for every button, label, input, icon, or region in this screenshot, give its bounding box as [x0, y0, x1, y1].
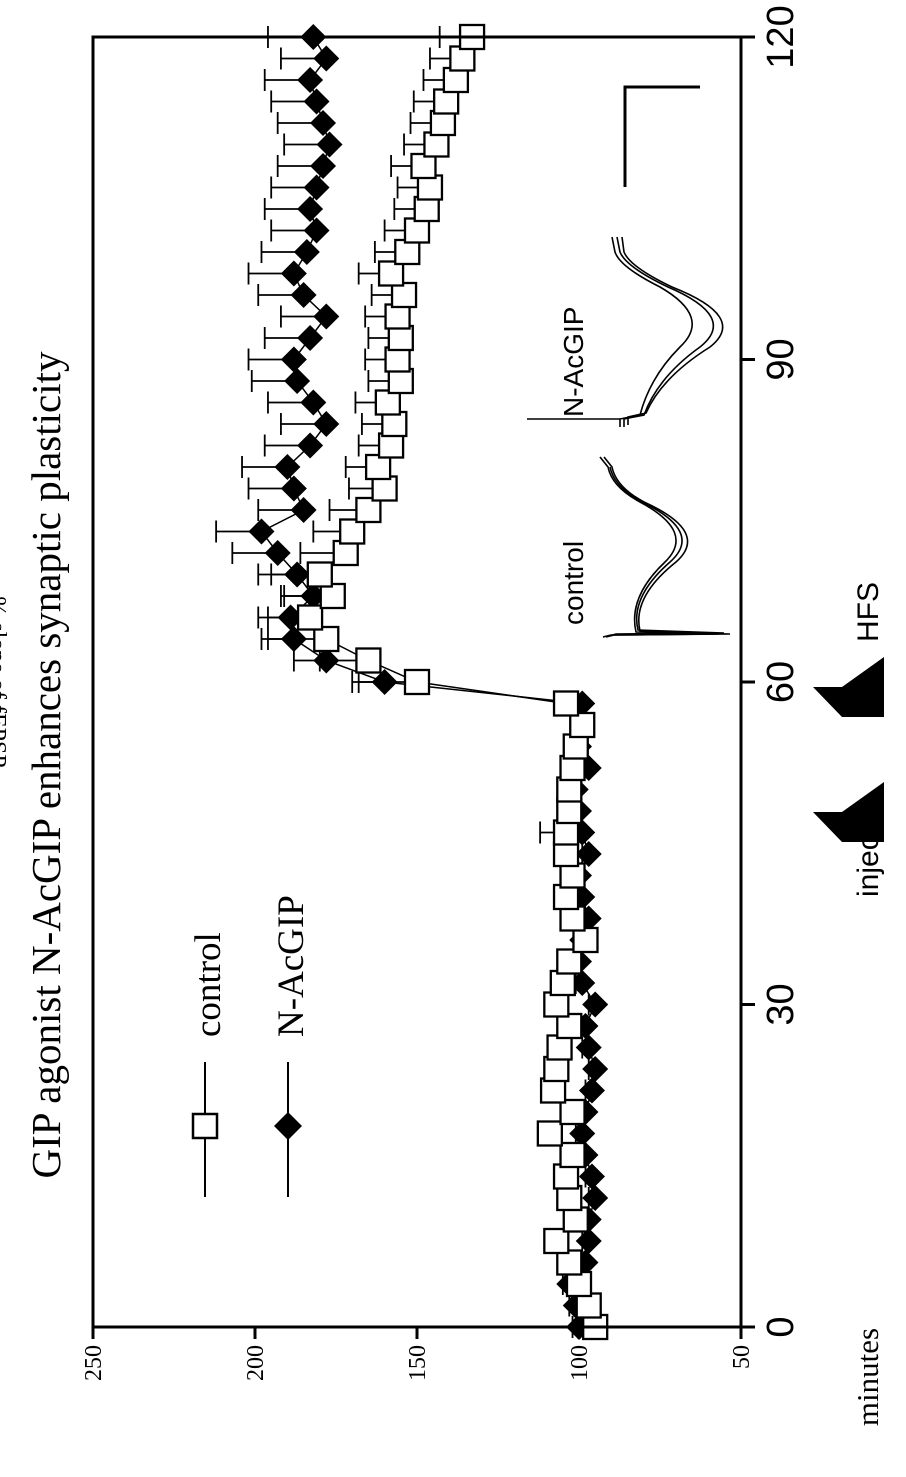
point-nacgip	[280, 346, 307, 373]
point-nacgip	[293, 239, 320, 265]
x-tick-label: 0	[760, 1316, 802, 1337]
point-nacgip	[569, 1120, 596, 1147]
hfs-arrow-icon	[813, 657, 884, 717]
point-nacgip	[303, 88, 330, 115]
point-nacgip	[310, 110, 337, 136]
y-tick-label: 100	[567, 1345, 593, 1381]
point-nacgip	[284, 561, 311, 588]
legend: control N-AcGIP	[188, 895, 312, 1197]
y-tick-label: 150	[405, 1345, 431, 1381]
point-control	[355, 647, 382, 674]
point-control	[355, 496, 382, 524]
inset-traces: control N-AcGIP	[527, 85, 731, 638]
point-nacgip	[297, 432, 324, 459]
point-nacgip	[297, 325, 324, 351]
point-control	[536, 1120, 563, 1147]
x-tick-label: 90	[760, 338, 802, 380]
inset-label-control: control	[558, 541, 589, 625]
point-nacgip	[313, 45, 340, 72]
x-axis: 0 30 60 90 120	[741, 5, 802, 1338]
point-control	[377, 260, 405, 287]
point-control	[543, 1227, 570, 1255]
data-points	[248, 23, 609, 1341]
point-nacgip	[578, 1077, 605, 1104]
y-axis-label: % slope of fEPSP	[0, 596, 10, 767]
inset-label-nacgip: N-AcGIP	[558, 307, 589, 417]
point-control	[339, 518, 366, 545]
point-nacgip	[264, 540, 291, 566]
point-control	[552, 690, 580, 717]
chart-title: GIP agonist N-AcGIP enhances synaptic pl…	[23, 351, 69, 1179]
y-tick-label: 200	[243, 1345, 269, 1381]
legend-marker-control	[191, 1112, 219, 1140]
trace-nacgip	[527, 236, 724, 427]
y-tick-label: 50	[729, 1345, 755, 1369]
point-nacgip	[313, 303, 340, 330]
point-nacgip	[274, 454, 301, 480]
point-nacgip	[371, 669, 398, 695]
point-nacgip	[303, 174, 330, 201]
y-tick-label: 250	[81, 1345, 107, 1381]
x-tick-label: 60	[760, 661, 802, 703]
inject-annotation: inject.	[852, 819, 885, 897]
point-control	[403, 668, 431, 696]
point-nacgip	[582, 1056, 609, 1082]
point-nacgip	[290, 282, 317, 308]
hfs-arrow: HFS	[813, 582, 885, 717]
point-control	[313, 625, 340, 653]
inject-arrow-icon	[813, 782, 884, 842]
point-nacgip	[575, 841, 602, 867]
legend-label-nacgip: N-AcGIP	[271, 895, 312, 1037]
point-control	[569, 711, 596, 739]
point-nacgip	[578, 1163, 605, 1190]
trace-control	[599, 456, 731, 638]
legend-label-control: control	[188, 932, 229, 1037]
point-nacgip	[284, 368, 311, 394]
point-nacgip	[575, 1034, 602, 1061]
point-nacgip	[313, 647, 340, 674]
point-nacgip	[313, 411, 340, 437]
point-nacgip	[280, 475, 307, 502]
point-control	[296, 604, 324, 631]
scale-bar	[623, 85, 700, 187]
point-nacgip	[297, 196, 324, 222]
legend-marker-nacgip	[274, 1112, 302, 1140]
point-nacgip	[575, 1228, 602, 1254]
point-nacgip	[582, 991, 609, 1018]
point-nacgip	[303, 217, 330, 244]
x-tick-label: 120	[760, 5, 802, 68]
point-nacgip	[297, 67, 324, 93]
y-axis: 50 100 150 200 250	[81, 1327, 755, 1381]
point-nacgip	[316, 131, 343, 158]
point-nacgip	[310, 153, 337, 179]
x-tick-label: 30	[760, 983, 802, 1025]
point-nacgip	[582, 1185, 609, 1211]
point-control	[306, 561, 333, 588]
point-control	[559, 1098, 586, 1126]
point-control	[559, 1141, 586, 1169]
point-nacgip	[280, 626, 307, 652]
point-nacgip	[280, 260, 307, 287]
inject-arrow: inject.	[813, 782, 885, 897]
x-axis-label: minutes	[850, 1328, 885, 1426]
hfs-annotation: HFS	[852, 582, 885, 642]
point-nacgip	[248, 518, 275, 545]
point-control	[556, 948, 583, 975]
point-nacgip	[290, 497, 317, 523]
point-nacgip	[300, 389, 327, 416]
